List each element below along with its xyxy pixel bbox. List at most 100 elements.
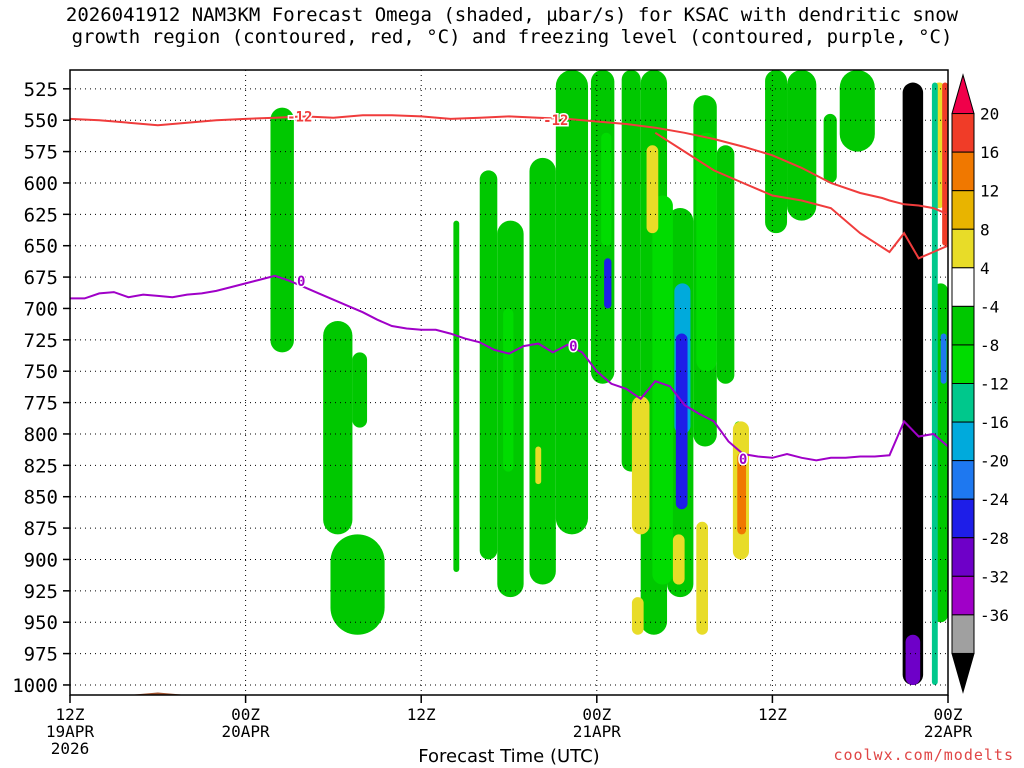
colorbar-bottom-arrow: [951, 652, 975, 694]
dendritic-contour-1: [654, 131, 948, 260]
x-tick-label-36-1: 21APR: [573, 722, 622, 741]
omega-cell-40: [905, 634, 921, 685]
x-tick-label-0-1: 19APR: [46, 722, 95, 741]
colorbar-swatch-9: [951, 421, 975, 462]
x-axis-label: Forecast Time (UTC): [418, 746, 600, 767]
x-tick-label-0-2: 2026: [51, 739, 90, 758]
omega-cell-22: [652, 195, 673, 585]
watermark: coolwx.com/modelts: [833, 746, 1014, 764]
omega-cell-37: [931, 82, 938, 685]
colorbar-swatch-8: [951, 383, 975, 423]
omega-cell-5: [479, 170, 498, 560]
freezing-level-contour: [70, 274, 948, 462]
freezing-label-1: 0: [569, 339, 577, 355]
omega-cell-14: [716, 145, 735, 384]
colorbar-label-13: -36: [980, 606, 1009, 625]
y-tick-label-700: 700: [24, 298, 58, 320]
colorbar-swatch-10: [951, 460, 975, 500]
x-tick-label-12-0: 00Z: [231, 705, 260, 724]
y-tick-label-775: 775: [24, 393, 58, 415]
colorbar-top-arrow: [951, 73, 975, 115]
omega-cell-15: [765, 70, 788, 234]
y-tick-label-600: 600: [24, 173, 58, 195]
colorbar-swatch-2: [951, 151, 975, 192]
colorbar-label-8: -16: [980, 413, 1009, 432]
colorbar-label-0: 20: [980, 105, 999, 124]
omega-cell-34: [646, 145, 659, 234]
chart-title: 2026041912 NAM3KM Forecast Omega (shaded…: [0, 4, 1024, 48]
omega-cell-23: [696, 132, 717, 372]
y-tick-label-800: 800: [24, 424, 58, 446]
colorbar-swatch-7: [951, 344, 975, 384]
colorbar-label-7: -12: [980, 375, 1009, 394]
omega-cell-3: [330, 534, 385, 635]
dendritic-label-1: -12: [543, 113, 568, 129]
omega-cell-20: [503, 308, 514, 472]
y-tick-label-625: 625: [24, 204, 58, 226]
omega-cell-16: [787, 70, 817, 221]
omega-cell-18: [839, 70, 875, 152]
colorbar-swatch-5: [951, 267, 975, 307]
x-tick-label-60-1: 22APR: [924, 722, 973, 741]
colorbar-swatch-11: [951, 498, 975, 539]
colorbar-swatch-4: [951, 228, 975, 269]
colorbar-label-10: -24: [980, 490, 1009, 509]
x-tick-label-0-0: 12Z: [56, 705, 85, 724]
x-tick-label-36-0: 00Z: [582, 705, 611, 724]
y-tick-label-925: 925: [24, 581, 58, 603]
colorbar-label-3: 8: [980, 220, 990, 239]
x-tick-label-60-0: 00Z: [934, 705, 963, 724]
colorbar-swatch-13: [951, 575, 975, 616]
title-line-1: 2026041912 NAM3KM Forecast Omega (shaded…: [65, 4, 959, 26]
omega-cell-32: [737, 452, 747, 535]
colorbar-swatch-3: [951, 190, 975, 230]
colorbar-swatch-6: [951, 305, 975, 346]
colorbar-label-5: -4: [980, 297, 999, 316]
freezing-label-2: 0: [739, 452, 747, 468]
y-tick-label-525: 525: [24, 79, 58, 101]
colorbar-label-1: 16: [980, 143, 999, 162]
omega-cell-2: [352, 352, 368, 428]
colorbar-swatch-14: [951, 614, 975, 654]
omega-cell-17: [823, 113, 837, 183]
colorbar-label-9: -20: [980, 452, 1009, 471]
title-line-2: growth region (contoured, red, °C) and f…: [71, 26, 953, 48]
dendritic-contour-0: [70, 114, 948, 216]
omega-cell-7: [529, 157, 556, 585]
y-tick-label-725: 725: [24, 330, 58, 352]
grid: [70, 70, 948, 695]
y-tick-label-675: 675: [24, 267, 58, 289]
omega-cell-39: [902, 82, 924, 685]
omega-cell-27: [604, 258, 612, 309]
plot-area: -12 -12 0 0 0: [70, 70, 948, 695]
omega-cell-38: [942, 82, 948, 246]
omega-cell-33: [631, 597, 644, 635]
omega-cell-4: [453, 220, 460, 573]
y-tick-label-650: 650: [24, 236, 58, 258]
y-tick-label-550: 550: [24, 110, 58, 132]
colorbar-label-6: -8: [980, 336, 999, 355]
y-tick-label-900: 900: [24, 549, 58, 571]
omega-cell-29: [672, 534, 685, 585]
colorbar-swatch-12: [951, 537, 975, 577]
omega-cell-1: [323, 321, 353, 535]
omega-cell-30: [696, 521, 709, 635]
dendritic-label-0: -12: [287, 109, 312, 125]
omega-cell-41: [940, 333, 947, 384]
freezing-label-0: 0: [297, 274, 305, 290]
colorbar-swatch-1: [951, 113, 975, 153]
y-tick-label-825: 825: [24, 455, 58, 477]
colorbar-label-11: -28: [980, 529, 1009, 548]
colorbar-label-2: 12: [980, 182, 999, 201]
x-tick-label-12-1: 20APR: [222, 722, 271, 741]
omega-cell-26: [675, 333, 688, 510]
y-tick-label-1000: 1000: [12, 675, 58, 697]
omega-cell-21: [601, 132, 612, 246]
y-tick-label-750: 750: [24, 361, 58, 383]
y-tick-label-975: 975: [24, 644, 58, 666]
omega-cell-0: [270, 107, 294, 353]
omega-cell-8: [555, 70, 589, 535]
colorbar-label-12: -32: [980, 567, 1009, 586]
